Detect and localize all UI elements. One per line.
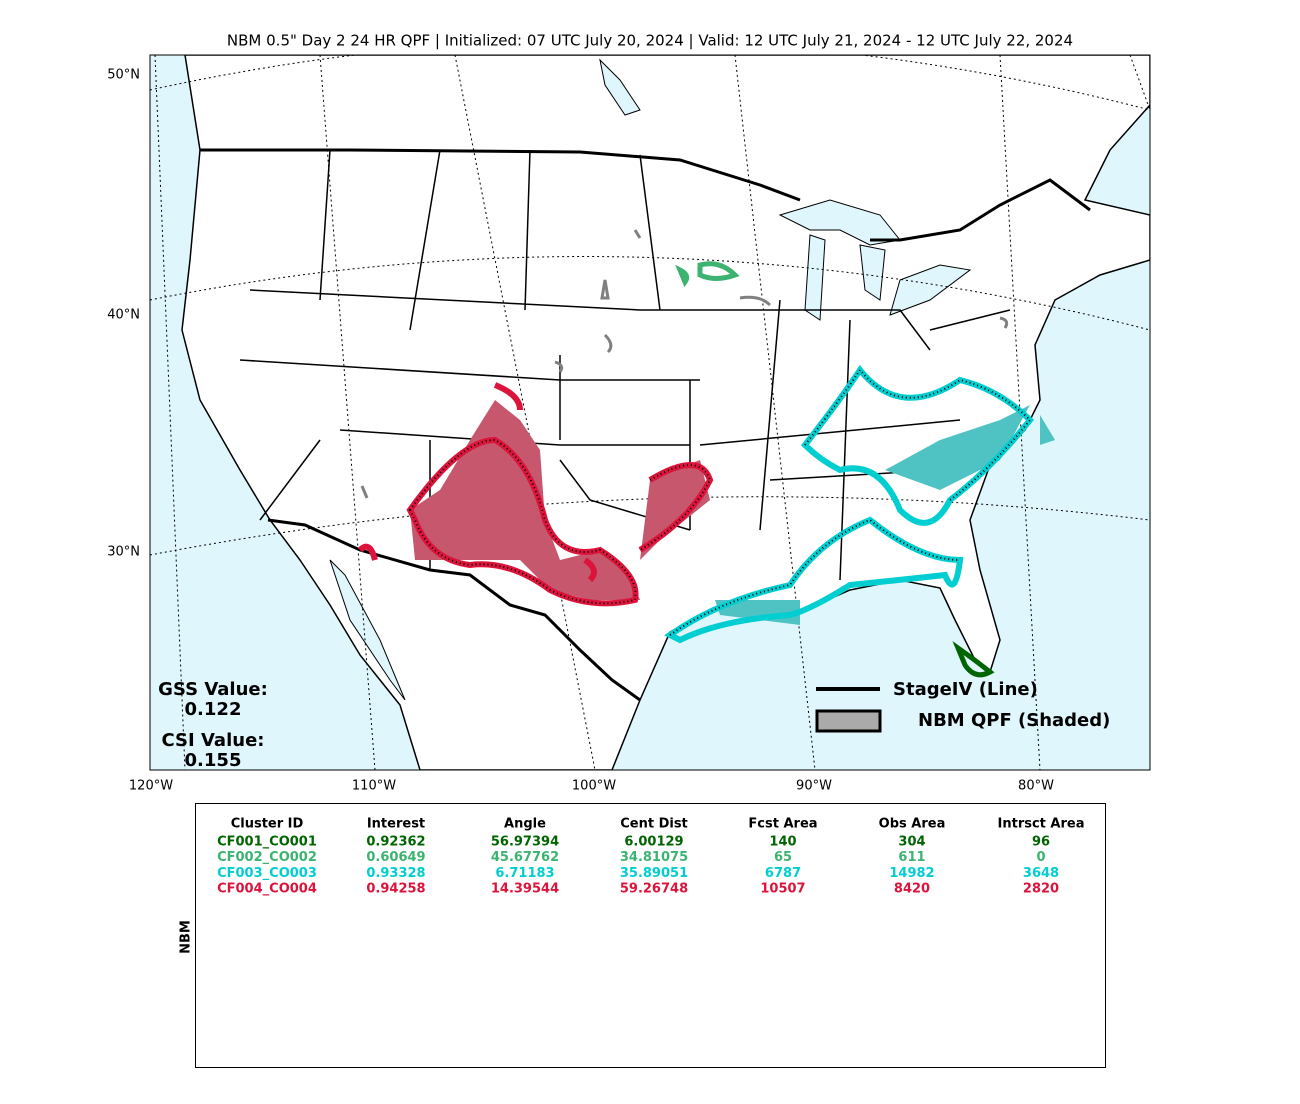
table-header: Obs Area: [879, 817, 946, 832]
table-cell: 35.89051: [620, 866, 688, 881]
table-header: Cluster ID: [231, 817, 304, 832]
lat-label: 50°N: [107, 68, 140, 83]
table-cell: 59.26748: [620, 882, 688, 897]
table-side-label: NBM: [179, 920, 194, 954]
lat-label: 30°N: [107, 545, 140, 560]
table-cell: 56.97394: [491, 835, 559, 850]
table-header: Cent Dist: [620, 817, 688, 832]
table-cell: CF001_CO001: [217, 835, 317, 850]
obs-red: [357, 382, 714, 607]
csi-value: 0.155: [185, 750, 242, 771]
table-cell: 14.39544: [491, 882, 559, 897]
legend-swatch: [815, 709, 882, 733]
table-header: Intrsct Area: [998, 817, 1085, 832]
gulf-of-california: [329, 559, 406, 701]
table-cell: CF002_CO002: [217, 850, 317, 865]
gss-label: GSS Value:: [158, 679, 268, 700]
table-cell: 65: [774, 850, 792, 865]
lon-label: 100°W: [572, 779, 616, 794]
obs-darkgreen: [952, 640, 995, 678]
table-cell: 10507: [760, 882, 805, 897]
lon-label: 80°W: [1018, 779, 1054, 794]
table-header: Interest: [367, 817, 425, 832]
table-cell: 34.81075: [620, 850, 688, 865]
table-cell: CF004_CO004: [217, 882, 317, 897]
table-cell: 96: [1032, 835, 1050, 850]
table-cell: 0.93328: [366, 866, 425, 881]
lon-label: 110°W: [352, 779, 396, 794]
table: Cluster ID Interest Angle Cent Dist Fcst Are…: [217, 817, 1084, 897]
table-cell: CF003_CO003: [217, 866, 317, 881]
canada-border: [200, 148, 1091, 242]
table-cell: 304: [898, 835, 925, 850]
table-cell: 3648: [1023, 866, 1059, 881]
lakes: [599, 58, 972, 321]
legend-label: NBM QPF (Shaded): [918, 710, 1110, 731]
obs-cyan: [664, 364, 1035, 644]
legend-label: StageIV (Line): [893, 679, 1038, 700]
table-cell: 0: [1036, 850, 1045, 865]
table-frame: [195, 803, 1106, 1068]
table-cell: 0.60649: [366, 850, 425, 865]
table-cell: 6.00129: [624, 835, 683, 850]
table-cell: 2820: [1023, 882, 1059, 897]
table-cell: 8420: [894, 882, 930, 897]
gss-value: 0.122: [185, 699, 242, 720]
map-frame: [149, 54, 1151, 771]
lon-label: 120°W: [129, 779, 173, 794]
map: [150, 55, 1150, 770]
table-header: Angle: [504, 817, 546, 832]
mexico-border: [267, 518, 641, 702]
table-cell: 6.71183: [495, 866, 554, 881]
lat-label: 40°N: [107, 308, 140, 323]
table-cell: 0.92362: [366, 835, 425, 850]
title: NBM 0.5" Day 2 24 HR QPF | Initialized: …: [227, 32, 1073, 50]
obs-gray: [360, 229, 1009, 499]
table-header: Fcst Area: [748, 817, 817, 832]
obs-green: [675, 261, 740, 288]
table-cell: 45.67762: [491, 850, 559, 865]
table-cell: 6787: [765, 866, 801, 881]
table-cell: 0.94258: [366, 882, 425, 897]
table-cell: 14982: [889, 866, 934, 881]
table-cell: 611: [898, 850, 925, 865]
obs-red-dots: [408, 438, 712, 605]
lon-label: 90°W: [796, 779, 832, 794]
table-cell: 140: [769, 835, 796, 850]
fcst-red: [410, 400, 710, 600]
csi-label: CSI Value:: [162, 730, 265, 751]
fcst-cyan: [715, 405, 1055, 625]
